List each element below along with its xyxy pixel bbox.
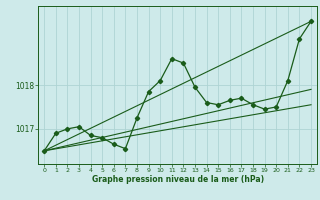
X-axis label: Graphe pression niveau de la mer (hPa): Graphe pression niveau de la mer (hPa) bbox=[92, 175, 264, 184]
